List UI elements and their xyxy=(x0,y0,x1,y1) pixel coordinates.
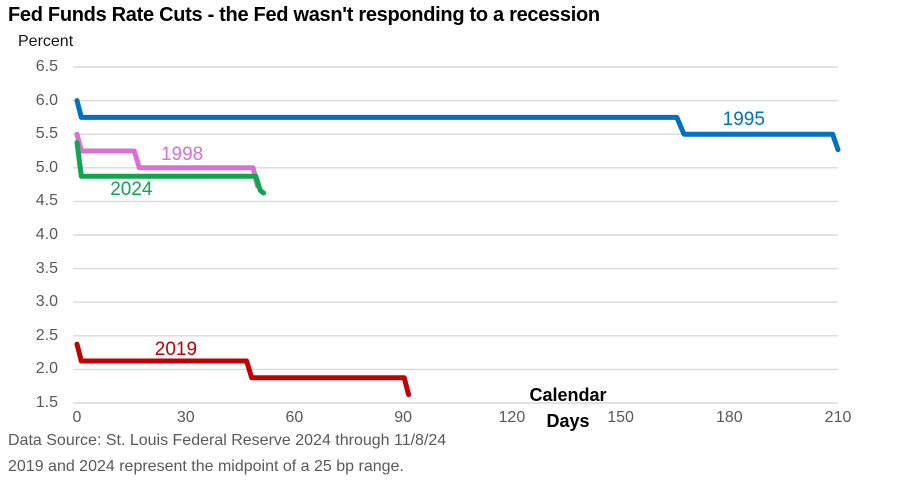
x-tick-label: 90 xyxy=(394,409,413,426)
series-label-2019: 2019 xyxy=(154,338,198,360)
chart-title: Fed Funds Rate Cuts - the Fed wasn't res… xyxy=(8,4,600,26)
x-tick-label: 210 xyxy=(824,409,852,426)
y-tick-label: 4.0 xyxy=(35,226,58,243)
y-tick-label: 4.5 xyxy=(35,192,58,210)
x-tick-label: 120 xyxy=(498,409,526,426)
series-line-1995 xyxy=(74,98,841,153)
series-label-1998: 1998 xyxy=(160,144,204,166)
chart-footer: Data Source: St. Louis Federal Reserve 2… xyxy=(8,428,446,480)
x-axis-title-line1: Calendar xyxy=(529,385,607,405)
footer-midpoint-note: 2019 and 2024 represent the midpoint of … xyxy=(8,458,404,475)
x-tick-label: 30 xyxy=(176,409,195,426)
x-tick-label: 180 xyxy=(715,409,743,426)
y-axis-title: Percent xyxy=(18,33,74,50)
series-label-1995: 1995 xyxy=(722,109,765,131)
y-tick-label: 6.5 xyxy=(35,58,58,75)
y-tick-label: 3.5 xyxy=(35,259,58,277)
y-tick-label: 1.5 xyxy=(35,394,58,411)
x-tick-label: 60 xyxy=(285,409,304,426)
x-tick-label: 0 xyxy=(72,409,82,426)
y-tick-label: 3.0 xyxy=(35,293,58,311)
series-line-1998 xyxy=(74,131,260,189)
y-tick-label: 5.5 xyxy=(35,125,58,143)
series-line-2019 xyxy=(74,341,412,398)
x-axis-title-line2: Days xyxy=(546,411,590,431)
y-tick-label: 2.0 xyxy=(35,360,58,378)
y-tick-label: 2.5 xyxy=(35,326,58,344)
x-axis-title: Calendar Days xyxy=(508,382,628,434)
series-line-2024 xyxy=(74,140,267,196)
y-tick-label: 5.0 xyxy=(35,158,58,176)
x-tick-label: 150 xyxy=(607,409,634,426)
series-label-2024: 2024 xyxy=(110,178,153,200)
y-tick-label: 6.0 xyxy=(35,91,58,109)
footer-source-note: Data Source: St. Louis Federal Reserve 2… xyxy=(8,432,447,449)
